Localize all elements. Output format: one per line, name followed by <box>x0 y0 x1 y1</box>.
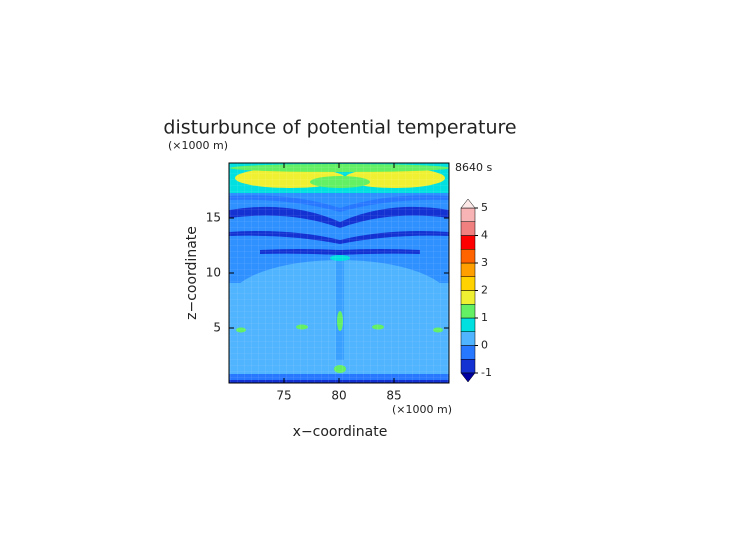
colorbar-tick-label: 2 <box>481 284 488 297</box>
time-label: 8640 s <box>455 161 492 174</box>
colorbar-box <box>460 276 476 291</box>
x-tick-label: 85 <box>386 389 401 403</box>
colorbar-tick-label: -1 <box>481 366 492 379</box>
colorbar-box <box>460 331 476 346</box>
y-axis-label: z−coordinate <box>184 226 200 320</box>
colorbar-tick-label: 3 <box>481 256 488 269</box>
colorbar-box <box>460 345 476 360</box>
x-unit: (×1000 m) <box>392 403 452 416</box>
colorbar-box <box>460 304 476 319</box>
colorbar-tick-label: 1 <box>481 311 488 324</box>
x-tick-label: 80 <box>331 389 346 403</box>
colorbar-under <box>460 372 476 383</box>
y-tick-label: 5 <box>213 321 221 335</box>
colorbar-box <box>460 221 476 236</box>
x-axis-label: x−coordinate <box>293 424 388 440</box>
x-tick-label: 75 <box>276 389 291 403</box>
colorbar-box <box>460 290 476 305</box>
colorbar-tick-label: 4 <box>481 229 488 242</box>
colorbar-box <box>460 359 476 374</box>
colorbar-tick-label: 0 <box>481 339 488 352</box>
contour-field <box>229 163 449 383</box>
y-unit: (×1000 m) <box>168 139 228 152</box>
y-tick-label: 10 <box>206 266 221 280</box>
chart-title: disturbunce of potential temperature <box>163 117 516 139</box>
y-tick-label: 15 <box>206 211 221 225</box>
colorbar-box <box>460 317 476 332</box>
colorbar-box <box>460 207 476 222</box>
colorbar-box <box>460 262 476 277</box>
colorbar-box <box>460 249 476 264</box>
colorbar-box <box>460 235 476 250</box>
colorbar-tick-label: 5 <box>481 201 488 214</box>
colorbar-over <box>460 198 476 209</box>
